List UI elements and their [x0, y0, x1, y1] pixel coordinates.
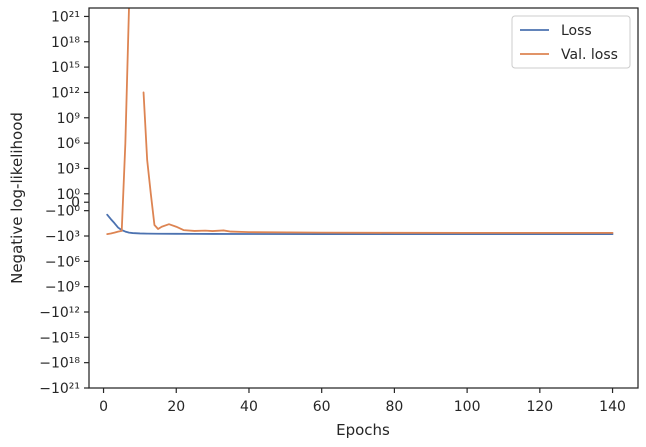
legend-label-loss: Loss: [561, 23, 592, 39]
legend-frame: [511, 15, 631, 69]
x-tick-label: 40: [240, 399, 258, 415]
x-axis: 0 20 40 60 80 100 120 140: [99, 388, 626, 415]
y-tick-label: −10¹²: [39, 305, 80, 321]
y-tick-label: −10⁰: [45, 204, 81, 220]
y-tick-label: 10⁹: [57, 111, 81, 127]
plot-background: [89, 8, 638, 388]
legend-label-val-loss: Val. loss: [561, 47, 618, 63]
series-line-val-loss-1: [142, 91, 614, 234]
y-tick-label: 10⁰: [57, 187, 81, 203]
x-tick-label: 120: [526, 399, 553, 415]
y-tick-label: −10⁶: [45, 254, 81, 270]
y-tick-label: −10²¹: [39, 381, 80, 397]
y-tick-label: 10¹²: [51, 85, 80, 101]
plot-frame: [88, 7, 639, 389]
x-tick-label: 80: [385, 399, 403, 415]
series-line-val-loss-0: [106, 8, 130, 236]
x-tick-label: 140: [599, 399, 626, 415]
y-tick-label: 10²¹: [51, 9, 80, 25]
y-tick-label: 10³: [57, 161, 80, 177]
x-tick-label: 0: [99, 399, 108, 415]
y-tick-label: −10³: [45, 229, 80, 245]
y-axis-title: Negative log-likelihood: [8, 112, 26, 284]
y-tick-label: −10⁹: [45, 280, 81, 296]
y-tick-label: −10¹⁵: [39, 330, 80, 346]
x-tick-label: 60: [313, 399, 331, 415]
y-tick-label: 0: [71, 195, 80, 211]
y-tick-label: 10¹⁸: [51, 35, 80, 51]
y-tick-label: −10¹⁸: [39, 356, 80, 372]
x-axis-title: Epochs: [336, 421, 390, 439]
y-tick-label: 10⁶: [57, 136, 81, 152]
x-tick-label: 100: [454, 399, 481, 415]
series-line-loss-0: [106, 213, 614, 236]
series-layer: [106, 8, 614, 236]
x-tick-label: 20: [167, 399, 185, 415]
legend: Loss Val. loss: [511, 15, 631, 69]
y-tick-label: 10¹⁵: [51, 60, 80, 76]
